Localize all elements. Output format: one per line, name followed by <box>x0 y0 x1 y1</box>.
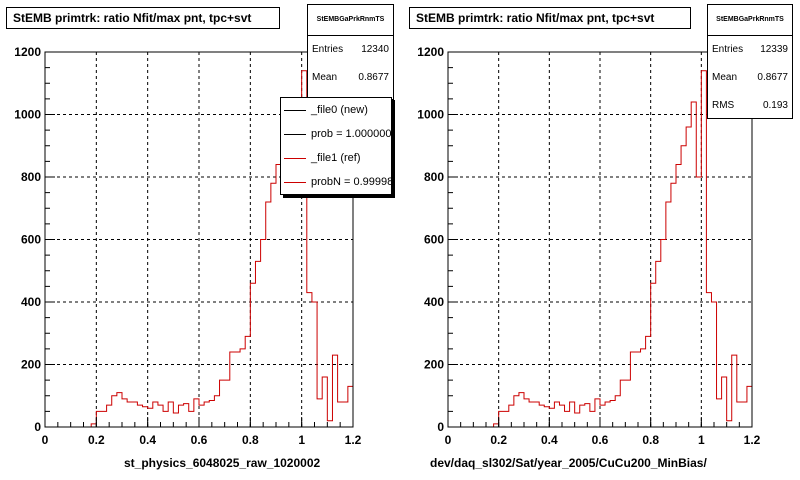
legend-label: _file0 (new) <box>311 104 368 116</box>
left-plot-title: StEMB primtrk: ratio Nfit/max pnt, tpc+s… <box>6 7 280 29</box>
right-x-tick-label: 0.2 <box>490 433 507 447</box>
right-y-tick-label: 1000 <box>417 108 444 122</box>
right-mean-value: 0.8677 <box>757 72 788 83</box>
left-y-tick-label: 1200 <box>14 45 41 59</box>
legend-entry: probN = 0.99998 <box>281 170 391 194</box>
right-x-tick-label: 1 <box>698 433 705 447</box>
legend-entry: prob = 1.000000 <box>281 122 391 146</box>
left-y-tick-label: 200 <box>21 358 41 372</box>
left-x-tick-label: 0 <box>42 433 49 447</box>
right-plot-title: StEMB primtrk: ratio Nfit/max pnt, tpc+s… <box>409 7 691 29</box>
right-y-tick-label: 0 <box>437 420 444 434</box>
right-x-tick-label: 0.4 <box>541 433 558 447</box>
right-x-tick-label: 0.8 <box>642 433 659 447</box>
right-stats-mean: Mean 0.8677 <box>708 64 792 92</box>
right-stats-box: StEMBGaPrkRnmTS Entries 12339 Mean 0.867… <box>707 4 793 119</box>
legend-swatch <box>284 110 306 111</box>
left-x-tick-label: 0.4 <box>139 433 156 447</box>
left-stats-name: StEMBGaPrkRnmTS <box>308 5 393 36</box>
left-x-tick-label: 1 <box>298 433 305 447</box>
right-x-tick-label: 0.6 <box>592 433 609 447</box>
right-rms-value: 0.193 <box>762 100 788 111</box>
right-stats-entries: Entries 12339 <box>708 36 792 64</box>
right-y-tick-label: 600 <box>424 233 444 247</box>
legend-swatch <box>284 182 306 183</box>
left-stats-entries: Entries 12340 <box>308 36 393 64</box>
left-stats-box: StEMBGaPrkRnmTS Entries 12340 Mean 0.867… <box>307 4 394 100</box>
left-mean-label: Mean <box>312 72 338 83</box>
left-y-tick-label: 0 <box>34 420 41 434</box>
right-x-tick-label: 1.2 <box>744 433 761 447</box>
right-y-tick-label: 1200 <box>417 45 444 59</box>
legend-label: probN = 0.99998 <box>311 176 392 188</box>
left-stats-mean: Mean 0.8677 <box>308 64 393 92</box>
left-x-tick-label: 0.6 <box>191 433 208 447</box>
legend-label: prob = 1.000000 <box>311 128 392 140</box>
right-y-tick-label: 200 <box>424 358 444 372</box>
left-entries-value: 12340 <box>361 44 389 55</box>
left-histogram-line <box>45 70 353 428</box>
left-x-tick-label: 1.2 <box>345 433 362 447</box>
legend-swatch <box>284 134 306 135</box>
left-x-tick-label: 0.8 <box>242 433 259 447</box>
right-y-tick-label: 800 <box>424 170 444 184</box>
left-x-tick-label: 0.2 <box>88 433 105 447</box>
left-y-tick-label: 800 <box>21 170 41 184</box>
left-y-tick-label: 1000 <box>14 108 41 122</box>
right-x-axis-label: dev/daq_sl302/Sat/year_2005/CuCu200_MinB… <box>430 456 707 470</box>
left-mean-value: 0.8677 <box>358 72 389 83</box>
legend-entry: _file1 (ref) <box>281 146 391 170</box>
left-entries-label: Entries <box>312 44 344 55</box>
left-y-tick-label: 600 <box>21 233 41 247</box>
left-y-tick-label: 400 <box>21 295 41 309</box>
right-entries-label: Entries <box>712 44 744 55</box>
left-x-axis-label: st_physics_6048025_raw_1020002 <box>124 456 321 470</box>
right-x-tick-label: 0 <box>445 433 452 447</box>
right-rms-label: RMS <box>712 100 735 111</box>
legend-entry: _file0 (new) <box>281 98 391 122</box>
right-stats-name: StEMBGaPrkRnmTS <box>708 5 792 36</box>
right-histogram-line <box>448 70 752 428</box>
legend-swatch <box>284 158 306 159</box>
legend: _file0 (new) prob = 1.000000 _file1 (ref… <box>280 97 392 195</box>
right-stats-rms: RMS 0.193 <box>708 92 792 120</box>
legend-label: _file1 (ref) <box>311 152 361 164</box>
right-y-tick-label: 400 <box>424 295 444 309</box>
right-mean-label: Mean <box>712 72 738 83</box>
right-entries-value: 12339 <box>760 44 788 55</box>
